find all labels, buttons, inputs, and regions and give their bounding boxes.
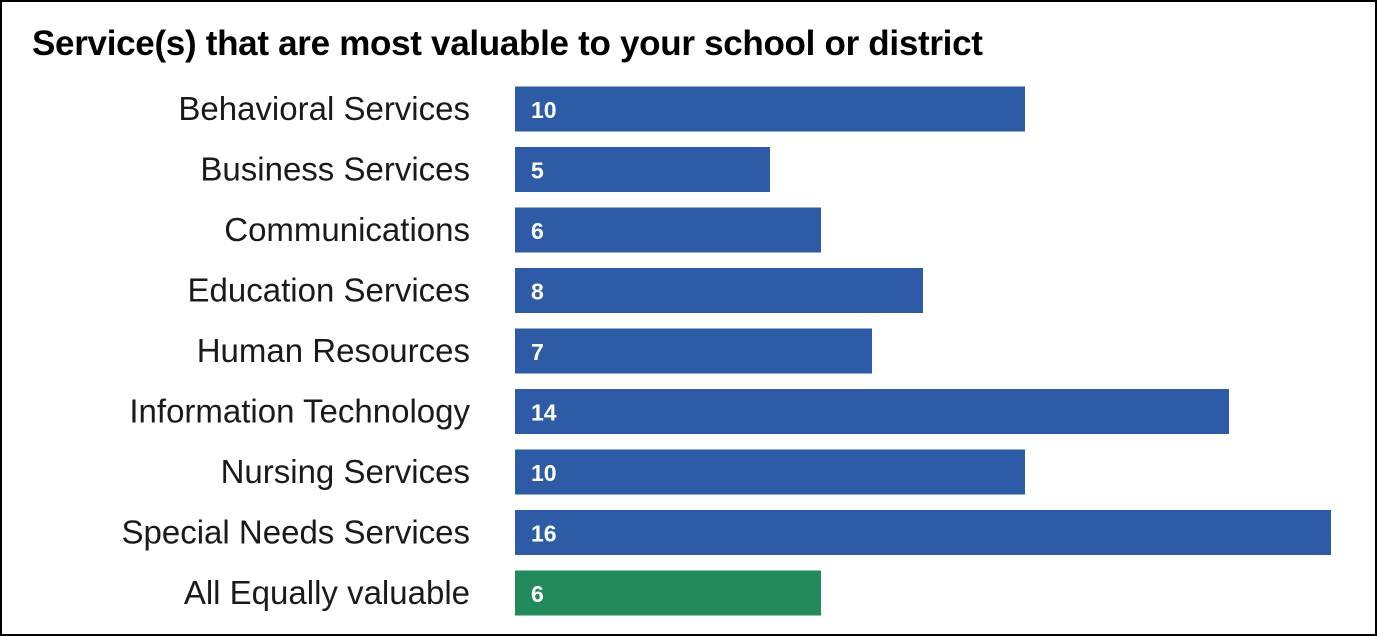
- category-label-information-technology: Information Technology: [129, 393, 470, 430]
- chart-title: Service(s) that are most valuable to you…: [32, 24, 983, 63]
- bar-business-services: [515, 147, 770, 192]
- value-label-education-services: 8: [531, 279, 544, 305]
- bar-behavioral-services: [515, 86, 1025, 132]
- bar-special-needs-services: [515, 510, 1331, 555]
- value-label-special-needs-services: 16: [531, 521, 557, 547]
- bar-all-equally-valuable: [515, 570, 821, 616]
- value-label-communications: 6: [531, 218, 544, 244]
- bar-human-resources: [515, 328, 872, 374]
- category-label-human-resources: Human Resources: [197, 332, 470, 369]
- value-label-information-technology: 14: [531, 400, 557, 426]
- bar-information-technology: [515, 389, 1229, 434]
- value-label-human-resources: 7: [531, 339, 544, 365]
- value-label-nursing-services: 10: [531, 460, 557, 486]
- category-label-education-services: Education Services: [188, 272, 470, 309]
- category-label-special-needs-services: Special Needs Services: [122, 514, 471, 551]
- value-label-business-services: 5: [531, 158, 544, 184]
- category-label-all-equally-valuable: All Equally valuable: [184, 574, 470, 611]
- value-label-all-equally-valuable: 6: [531, 581, 544, 607]
- bar-education-services: [515, 268, 923, 313]
- category-label-communications: Communications: [224, 211, 470, 248]
- bar-nursing-services: [515, 449, 1025, 495]
- category-label-business-services: Business Services: [200, 151, 470, 188]
- category-label-nursing-services: Nursing Services: [221, 453, 470, 490]
- category-label-behavioral-services: Behavioral Services: [178, 90, 470, 127]
- bar-communications: [515, 207, 821, 253]
- value-label-behavioral-services: 10: [531, 97, 557, 123]
